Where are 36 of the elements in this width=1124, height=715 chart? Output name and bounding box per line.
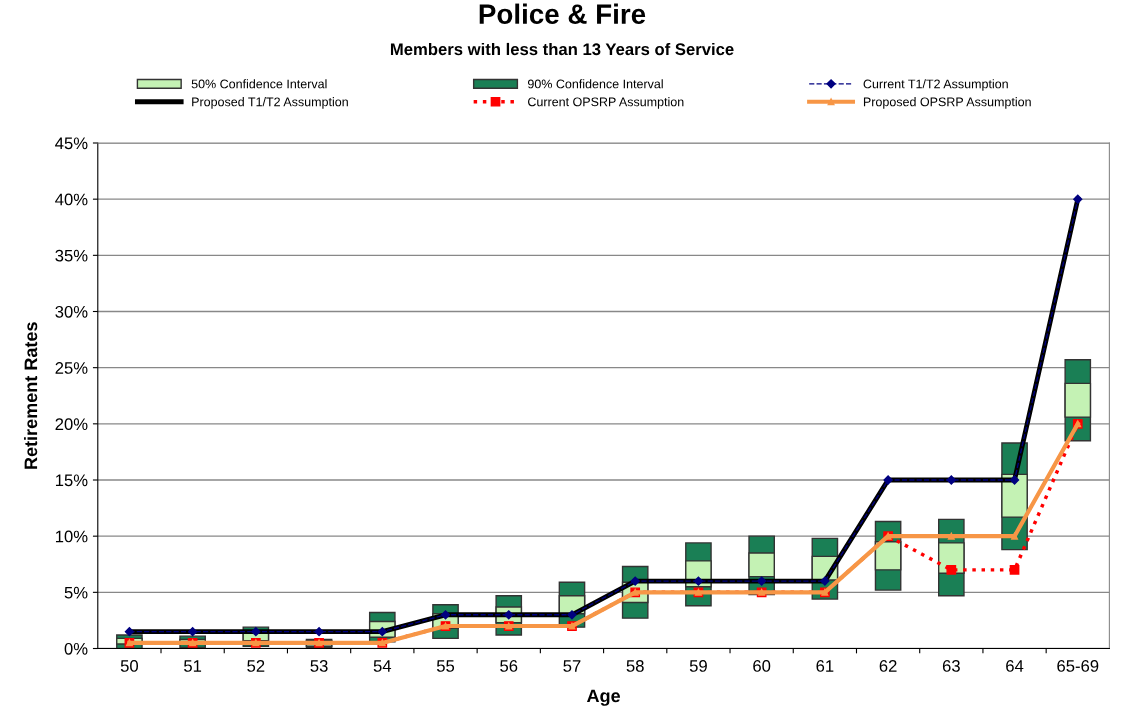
x-tick-label: 50 <box>120 660 139 672</box>
y-tick-label: 10% <box>55 530 88 543</box>
x-tick-label: 59 <box>689 660 707 672</box>
y-tick-label: 35% <box>55 249 88 262</box>
legend-label: Current OPSRP Assumption <box>528 97 684 109</box>
x-tick-label: 54 <box>373 660 392 672</box>
x-tick-label: 51 <box>184 660 202 672</box>
x-tick-label: 55 <box>436 660 455 672</box>
y-tick-label: 5% <box>64 586 88 599</box>
x-tick-label: 63 <box>942 660 960 672</box>
x-tick-label: 64 <box>1006 660 1024 672</box>
y-tick-label: 25% <box>55 362 88 374</box>
x-tick-label: 60 <box>753 660 771 672</box>
legend-label: 90% Confidence Interval <box>527 79 663 89</box>
y-tick-label: 0% <box>64 642 88 655</box>
legend-label: 50% Confidence Interval <box>191 79 327 89</box>
legend-label: Proposed OPSRP Assumption <box>863 97 1031 109</box>
x-tick-label: 65-69 <box>1057 660 1099 672</box>
x-tick-label: 53 <box>310 660 328 672</box>
y-tick-label: 15% <box>55 474 88 487</box>
legend-label: Current T1/T2 Assumption <box>863 79 1008 91</box>
y-axis-title: Retirement Rates <box>23 322 38 469</box>
x-tick-label: 61 <box>816 660 834 672</box>
y-tick-label: 45% <box>55 137 88 150</box>
x-tick-label: 56 <box>500 660 518 672</box>
x-tick-label: 62 <box>879 660 897 672</box>
chart-subtitle: Members with less than 13 Years of Service <box>390 42 734 56</box>
x-tick-label: 57 <box>563 660 581 672</box>
legend-label: Proposed T1/T2 Assumption <box>192 97 348 109</box>
y-tick-label: 20% <box>55 418 88 431</box>
y-tick-label: 30% <box>55 305 88 318</box>
x-axis-title: Age <box>586 689 621 706</box>
x-tick-label: 58 <box>626 660 644 672</box>
y-tick-label: 40% <box>55 193 88 206</box>
chart-title: Police & Fire <box>479 3 646 24</box>
x-tick-label: 52 <box>247 660 265 672</box>
